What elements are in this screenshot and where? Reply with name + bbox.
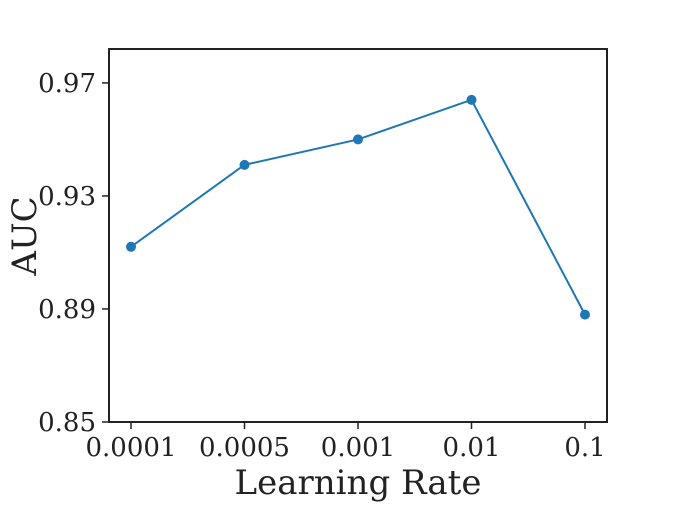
x-axis-title: Learning Rate: [235, 463, 482, 503]
x-tick-label: 0.0001: [86, 433, 177, 463]
y-axis-title: AUC: [5, 196, 45, 276]
x-tick-label: 0.1: [564, 433, 605, 463]
data-point: [580, 309, 590, 320]
x-axis: 0.0001 0.0005 0.001 0.01 0.1: [86, 422, 606, 463]
x-tick-label: 0.0005: [199, 433, 290, 463]
y-tick-label: 0.93: [38, 182, 96, 212]
data-point: [126, 241, 136, 252]
plot-frame: [108, 48, 608, 423]
data-point: [353, 134, 363, 145]
series-line: [130, 98, 586, 316]
y-tick-label: 0.97: [38, 69, 96, 99]
y-axis: 0.85 0.89 0.93 0.97: [38, 69, 109, 438]
y-tick-label: 0.85: [38, 408, 96, 438]
y-tick-label: 0.89: [38, 295, 96, 325]
series-layer: [126, 94, 590, 320]
data-point: [466, 94, 477, 105]
x-tick-label: 0.01: [443, 433, 501, 463]
x-tick-label: 0.001: [321, 433, 395, 463]
data-point: [239, 159, 250, 170]
